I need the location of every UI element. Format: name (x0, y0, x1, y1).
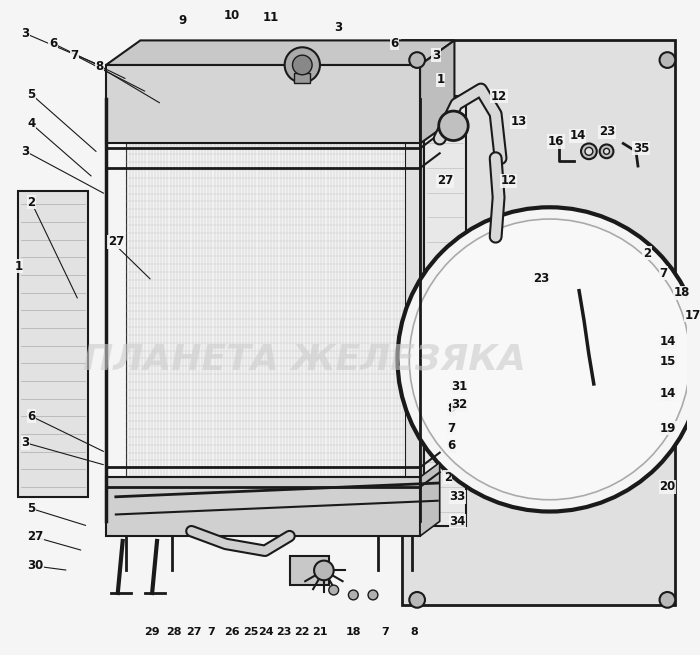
Text: 2: 2 (27, 196, 36, 209)
Text: 23: 23 (598, 125, 615, 138)
Text: 14: 14 (569, 129, 586, 142)
Circle shape (293, 55, 312, 75)
Text: 19: 19 (659, 422, 676, 435)
Circle shape (410, 592, 425, 608)
Text: 14: 14 (659, 335, 676, 348)
Text: 35: 35 (633, 142, 650, 155)
Text: 3: 3 (334, 21, 342, 34)
Text: 27: 27 (108, 235, 124, 248)
Text: 33: 33 (449, 491, 466, 503)
Polygon shape (420, 462, 440, 536)
Text: 34: 34 (449, 515, 466, 528)
Text: 8: 8 (410, 627, 418, 637)
Text: 6: 6 (391, 37, 399, 50)
Circle shape (314, 561, 334, 580)
Text: 2: 2 (444, 471, 452, 483)
Circle shape (285, 47, 320, 83)
Polygon shape (106, 41, 454, 65)
Text: 5: 5 (27, 88, 36, 101)
Text: 17: 17 (685, 309, 700, 322)
Text: 3: 3 (432, 48, 440, 62)
Text: 30: 30 (27, 559, 43, 572)
Text: ПЛАНЕТА ЖЕЛЕЗЯКА: ПЛАНЕТА ЖЕЛЕЗЯКА (83, 343, 526, 377)
Text: 8: 8 (95, 60, 104, 73)
Text: 18: 18 (346, 627, 361, 637)
Text: 21: 21 (312, 627, 328, 637)
Circle shape (581, 143, 596, 159)
Text: 27: 27 (27, 529, 43, 542)
Text: 10: 10 (224, 9, 240, 22)
FancyBboxPatch shape (18, 191, 88, 496)
Text: 23: 23 (276, 627, 291, 637)
Polygon shape (420, 84, 440, 521)
Text: 3: 3 (22, 145, 29, 158)
Text: 25: 25 (244, 627, 259, 637)
Polygon shape (420, 41, 454, 143)
Text: 6: 6 (49, 37, 57, 50)
Text: 1: 1 (15, 259, 23, 272)
FancyBboxPatch shape (290, 555, 329, 585)
Circle shape (398, 207, 700, 512)
Text: 15: 15 (659, 355, 676, 368)
Text: 1: 1 (437, 73, 445, 86)
Text: 29: 29 (144, 627, 160, 637)
FancyBboxPatch shape (424, 96, 466, 526)
FancyBboxPatch shape (125, 143, 405, 477)
Circle shape (659, 592, 676, 608)
Text: 23: 23 (533, 272, 550, 286)
Text: 18: 18 (673, 286, 690, 299)
Circle shape (410, 219, 690, 500)
Text: 6: 6 (27, 410, 36, 423)
Text: 12: 12 (500, 174, 517, 187)
Circle shape (600, 145, 613, 159)
Circle shape (603, 149, 610, 155)
FancyBboxPatch shape (295, 73, 310, 83)
Circle shape (585, 147, 593, 155)
Circle shape (349, 590, 358, 600)
FancyBboxPatch shape (402, 41, 676, 605)
Text: 31: 31 (452, 381, 468, 394)
Text: 7: 7 (447, 422, 456, 435)
Text: 3: 3 (22, 436, 29, 449)
Text: 24: 24 (258, 627, 274, 637)
FancyBboxPatch shape (0, 6, 687, 649)
Text: 7: 7 (207, 627, 215, 637)
Text: 9: 9 (178, 14, 187, 28)
Text: 7: 7 (659, 267, 668, 280)
Text: 4: 4 (27, 117, 36, 130)
Text: 8: 8 (447, 402, 456, 415)
Text: 14: 14 (659, 387, 676, 400)
FancyBboxPatch shape (106, 65, 420, 143)
Text: 28: 28 (166, 627, 181, 637)
Text: 27: 27 (437, 174, 453, 187)
Text: 2: 2 (643, 247, 651, 260)
Text: 11: 11 (263, 11, 279, 24)
Text: 27: 27 (187, 627, 202, 637)
Circle shape (659, 52, 676, 68)
Text: 16: 16 (547, 135, 564, 148)
Text: 12: 12 (491, 90, 507, 103)
Text: 26: 26 (224, 627, 239, 637)
Circle shape (439, 111, 468, 141)
Circle shape (329, 585, 339, 595)
Text: 6: 6 (447, 440, 456, 452)
Text: 7: 7 (71, 48, 79, 62)
Text: 32: 32 (452, 398, 468, 411)
Circle shape (410, 52, 425, 68)
Text: 13: 13 (510, 115, 526, 128)
Text: 3: 3 (22, 27, 29, 40)
Text: 7: 7 (381, 627, 388, 637)
Text: 20: 20 (659, 481, 676, 493)
Text: 22: 22 (295, 627, 310, 637)
FancyBboxPatch shape (106, 477, 420, 536)
Text: 5: 5 (27, 502, 36, 515)
Circle shape (368, 590, 378, 600)
